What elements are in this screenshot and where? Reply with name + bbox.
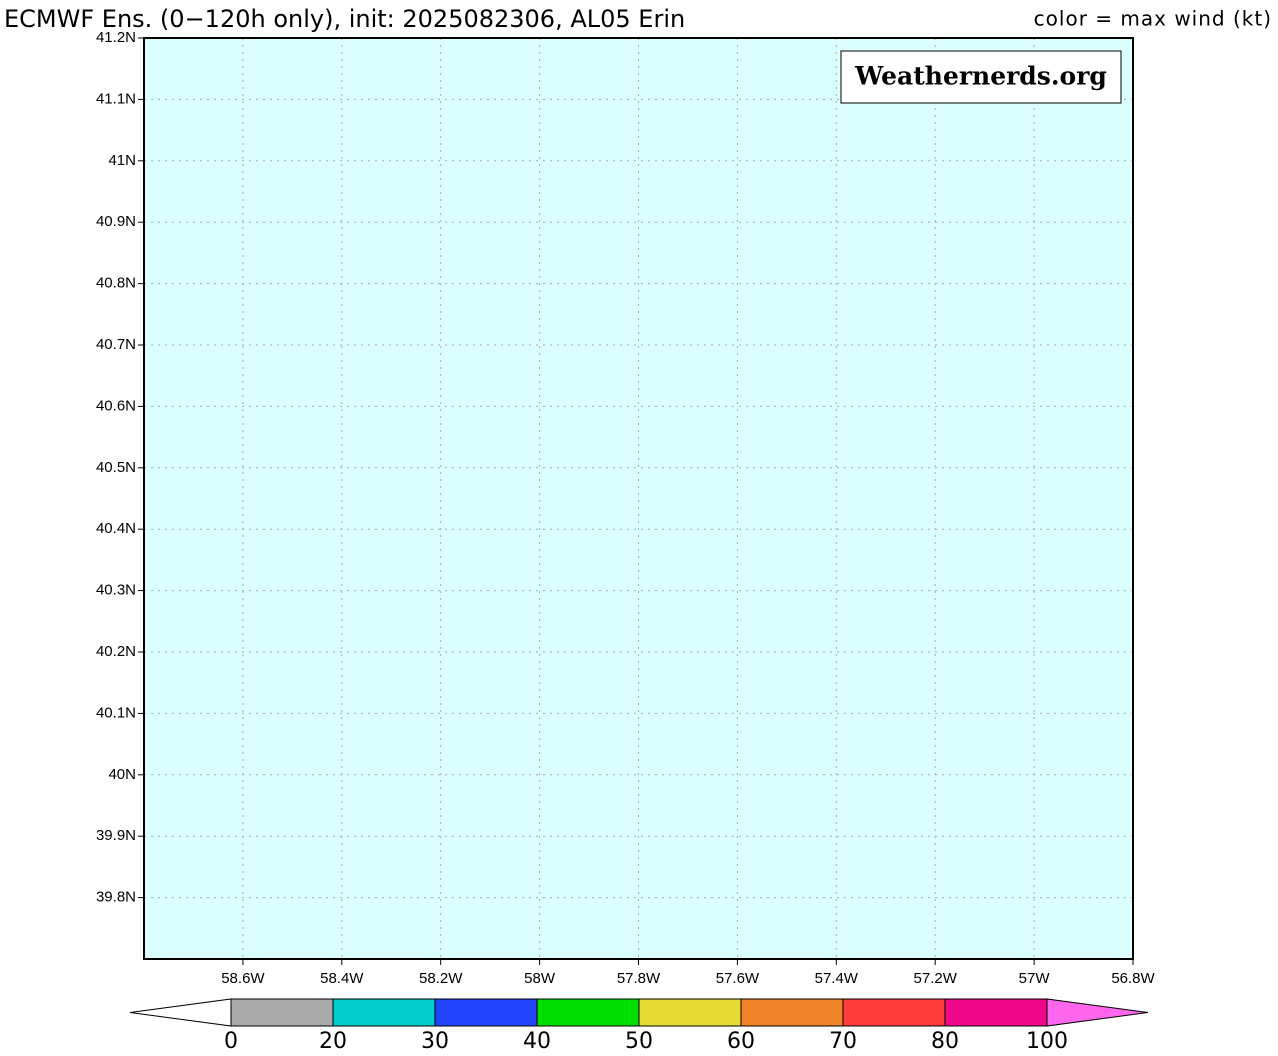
colorbar-segment — [536, 998, 640, 1027]
x-tick-label: 58.4W — [320, 970, 364, 987]
y-tick-label: 41.1N — [96, 90, 136, 107]
legend-title: color = max wind (kt) — [1034, 7, 1272, 31]
x-tick-label: 57.2W — [914, 970, 958, 987]
y-tick-label: 40.9N — [96, 213, 136, 230]
x-tick-label: 58.2W — [419, 970, 463, 987]
y-tick-label: 41.2N — [96, 29, 136, 46]
colorbar-label: 70 — [829, 1029, 857, 1054]
colorbar-label: 40 — [523, 1029, 551, 1054]
y-tick-label: 39.9N — [96, 827, 136, 844]
x-tick-label: 56.8W — [1111, 970, 1155, 987]
colorbar-segment — [434, 998, 538, 1027]
y-tick-label: 40.7N — [96, 336, 136, 353]
y-tick-label: 40.2N — [96, 643, 136, 660]
y-tick-label: 40.5N — [96, 459, 136, 476]
colorbar-label: 80 — [931, 1029, 959, 1054]
map-frame — [143, 37, 1134, 960]
colorbar-segment — [740, 998, 844, 1027]
colorbar-label: 30 — [421, 1029, 449, 1054]
colorbar-under — [129, 998, 232, 1027]
colorbar-segment — [230, 998, 334, 1027]
x-tick-label: 57.8W — [617, 970, 661, 987]
watermark: Weathernerds.org — [854, 62, 1107, 91]
x-tick-label: 57W — [1019, 970, 1051, 987]
x-tick-label: 57.6W — [716, 970, 760, 987]
colorbar-label: 60 — [727, 1029, 755, 1054]
y-tick-label: 41N — [108, 152, 136, 169]
y-tick-label: 40.6N — [96, 397, 136, 414]
watermark-box — [840, 50, 1122, 104]
y-tick-label: 40N — [108, 766, 136, 783]
colorbar-segment — [944, 998, 1048, 1027]
y-tick-label: 40.4N — [96, 520, 136, 537]
y-tick-label: 40.3N — [96, 582, 136, 599]
colorbar-label: 0 — [224, 1029, 238, 1054]
x-tick-label: 58W — [524, 970, 556, 987]
title: ECMWF Ens. (0−120h only), init: 20250823… — [4, 5, 685, 33]
y-tick-label: 40.8N — [96, 275, 136, 292]
x-tick-label: 58.6W — [221, 970, 265, 987]
x-tick-label: 57.4W — [815, 970, 859, 987]
colorbar-label: 20 — [319, 1029, 347, 1054]
colorbar-label: 100 — [1026, 1029, 1068, 1054]
colorbar-segment — [332, 998, 436, 1027]
y-tick-label: 40.1N — [96, 704, 136, 721]
colorbar-segment — [638, 998, 742, 1027]
y-tick-label: 39.8N — [96, 889, 136, 906]
map-background — [144, 38, 1133, 959]
colorbar-over — [1046, 998, 1149, 1027]
colorbar-label: 50 — [625, 1029, 653, 1054]
colorbar-segment — [842, 998, 946, 1027]
